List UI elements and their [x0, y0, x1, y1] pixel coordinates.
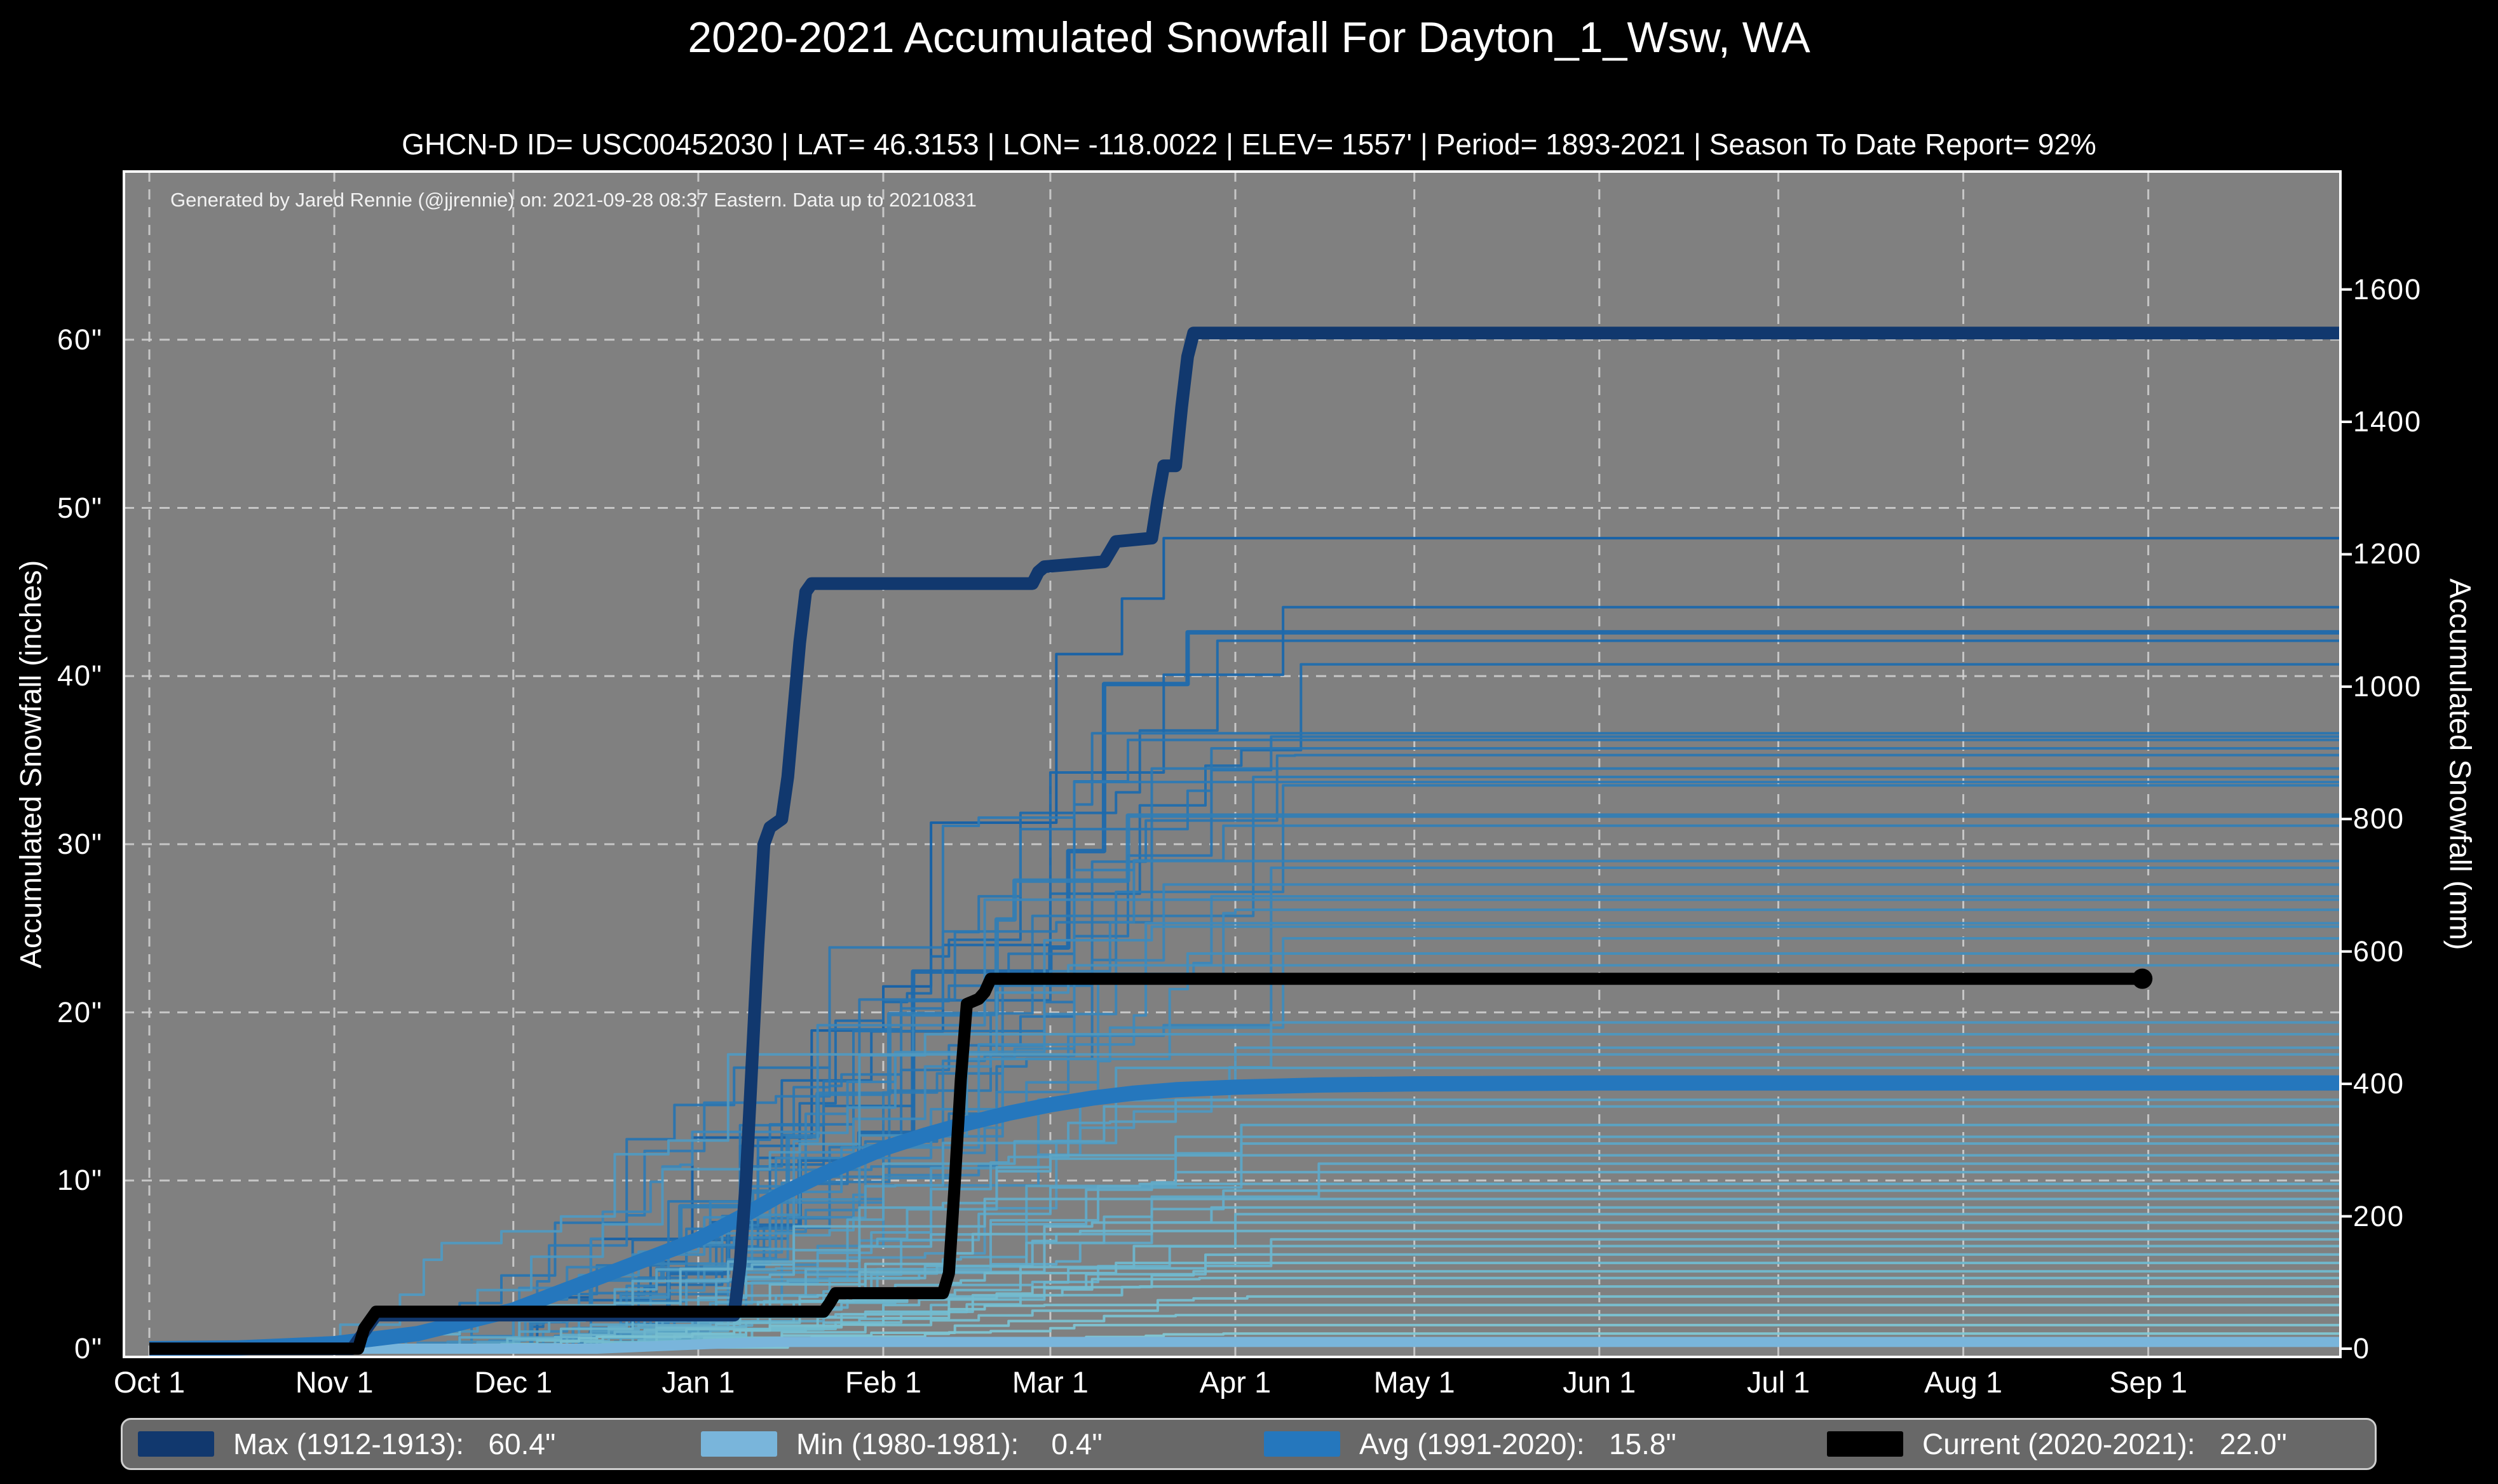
y-tick-mm-label: 400: [2353, 1067, 2405, 1100]
station-metadata-subtitle: GHCN-D ID= USC00452030 | LAT= 46.3153 | …: [402, 128, 2096, 161]
max-line-swatch: [138, 1431, 214, 1457]
season-line: [149, 898, 2340, 1350]
y-tick-mm-label: 600: [2353, 934, 2405, 968]
y-tick-mm-label: 1400: [2353, 405, 2422, 438]
x-tick-month-label: Jul 1: [1746, 1365, 1810, 1399]
legend-item-min: Min (1980-1981): 0.4": [686, 1427, 1249, 1461]
x-tick-month-label: Aug 1: [1924, 1365, 2002, 1399]
season-line: [149, 964, 2340, 1350]
y-tick-mm-label: 1200: [2353, 537, 2422, 570]
season-line: [149, 1135, 2340, 1350]
min-line: [149, 1337, 2340, 1354]
legend-label-avg: Avg (1991-2020): 15.8": [1359, 1427, 1676, 1460]
x-tick-month-label: Apr 1: [1199, 1365, 1272, 1399]
x-tick-month-label: Oct 1: [113, 1365, 186, 1399]
y-tick-mm-label: 800: [2353, 802, 2405, 835]
y-tick-inches-label: 40": [57, 659, 103, 692]
x-tick-month-label: Jun 1: [1563, 1365, 1636, 1399]
page-title: 2020-2021 Accumulated Snowfall For Dayto…: [688, 13, 1810, 62]
season-line: [149, 1154, 2340, 1350]
y-tick-inches-label: 10": [57, 1164, 103, 1197]
legend-label-current: Current (2020-2021): 22.0": [1922, 1427, 2287, 1460]
generated-by-annotation: Generated by Jared Rennie (@jjrennie) on…: [170, 189, 977, 211]
current-line-swatch: [1827, 1431, 1903, 1457]
legend: Max (1912-1913): 60.4" Min (1980-1981): …: [121, 1418, 2377, 1470]
y-tick-inches-label: 50": [57, 491, 103, 524]
max-line: [149, 327, 2340, 1355]
plot-background: [124, 172, 2340, 1357]
y-tick-inches-label: 0": [74, 1332, 103, 1365]
x-tick-month-label: Nov 1: [295, 1365, 374, 1399]
plot-border: [123, 170, 2342, 1358]
y-tick-mm-label: 1600: [2353, 273, 2422, 306]
y-axis-label-mm: Accumulated Snowfall (mm): [2443, 578, 2478, 950]
legend-label-max: Max (1912-1913): 60.4": [233, 1427, 556, 1460]
x-tick-month-label: May 1: [1373, 1365, 1455, 1399]
legend-label-min: Min (1980-1981): 0.4": [796, 1427, 1103, 1460]
avg-line-swatch: [1264, 1431, 1340, 1457]
y-tick-mm-label: 200: [2353, 1199, 2405, 1232]
season-line: [149, 732, 2340, 1350]
current-end-dot: [2132, 968, 2153, 989]
season-line: [149, 1105, 2340, 1350]
current-line: [149, 973, 2143, 1355]
y-tick-inches-label: 60": [57, 323, 103, 356]
x-tick-month-label: Mar 1: [1012, 1365, 1089, 1399]
y-tick-mm-label: 0: [2353, 1332, 2371, 1365]
legend-item-max: Max (1912-1913): 60.4": [123, 1427, 686, 1461]
season-line: [149, 883, 2340, 1350]
x-tick-month-label: Dec 1: [474, 1365, 553, 1399]
y-tick-mm-label: 1000: [2353, 670, 2422, 703]
x-tick-month-label: Jan 1: [662, 1365, 735, 1399]
y-tick-inches-label: 20": [57, 995, 103, 1029]
y-axis-label-inches: Accumulated Snowfall (inches): [13, 560, 48, 969]
x-tick-month-label: Sep 1: [2109, 1365, 2188, 1399]
min-line-swatch: [701, 1431, 777, 1457]
legend-item-current: Current (2020-2021): 22.0": [1812, 1427, 2375, 1461]
x-tick-month-label: Feb 1: [845, 1365, 922, 1399]
y-tick-inches-label: 30": [57, 827, 103, 860]
legend-item-avg: Avg (1991-2020): 15.8": [1249, 1427, 1812, 1461]
